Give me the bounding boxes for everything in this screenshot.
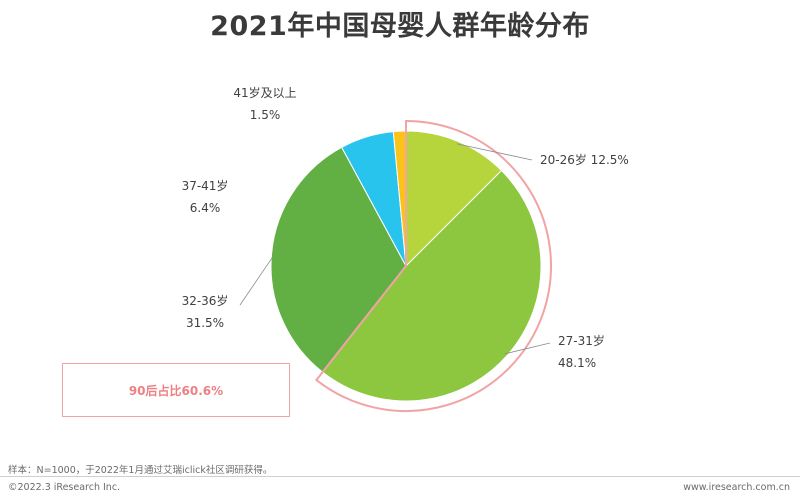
slice-value-32-36: 31.5%	[186, 316, 224, 330]
slice-value-41: 1.5%	[250, 108, 281, 122]
pie-slice-20-26	[405, 130, 503, 268]
slice-label-32-36: 32-36岁	[182, 293, 229, 308]
slice-label-20-26: 20-26岁 12.5%	[540, 152, 629, 167]
slice-label-37-41: 37-41岁	[182, 178, 229, 193]
highlight-outline	[315, 119, 552, 412]
pie-slice-27-31	[321, 169, 542, 402]
slice-value-27-31: 48.1%	[558, 356, 596, 370]
leader-line-27-31	[504, 342, 551, 355]
highlight-callout-text: 90后占比60.6%	[128, 383, 224, 398]
slice-value-37-41: 6.4%	[190, 201, 221, 215]
website-link[interactable]: www.iresearch.com.cn	[683, 482, 790, 493]
slice-label-27-31: 27-31岁	[558, 333, 605, 348]
footer-divider	[0, 476, 800, 477]
pie-slice-32-36	[270, 146, 407, 373]
chart-title: 2021年中国母婴人群年龄分布	[210, 11, 590, 42]
leader-line-20-26	[456, 143, 533, 161]
copyright-text: ©2022.3 iResearch Inc.	[8, 482, 121, 493]
leader-line-32-36	[239, 254, 275, 306]
highlight-callout: 90后占比60.6%	[62, 363, 290, 417]
sample-note: 样本：N=1000，于2022年1月通过艾瑞iclick社区调研获得。	[8, 465, 273, 476]
slice-label-41: 41岁及以上	[233, 85, 296, 100]
